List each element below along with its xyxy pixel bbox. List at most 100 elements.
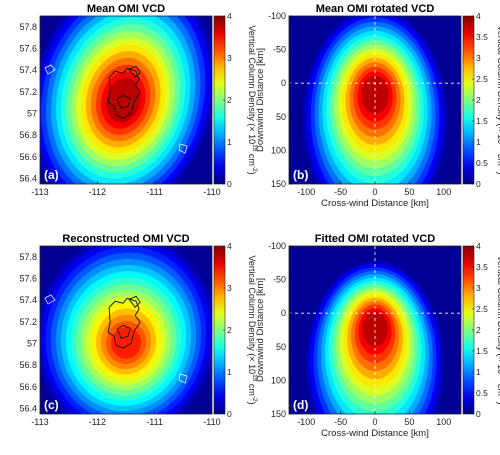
x-tick-label: -100 [297,417,315,427]
vcd-field [40,16,212,184]
colorbar-tick-label: 0.5 [476,158,488,168]
facility-outlines [107,65,141,119]
chart-panel-d: Fitted OMI rotated VCD(d)-100 -50 0 50 100-1… [255,233,500,439]
lake-outline [44,64,56,75]
y-tick-label: 150 [271,179,286,189]
chart-panel-c: Reconstructed OMI VCD (c) -113 -112 -111 -110… [19,233,258,427]
colorbar-tick-label: 2.5 [476,304,488,314]
y-tick-label: 57 [27,339,37,349]
x-tick-label: 50 [404,417,414,427]
x-tick-label: -111 [146,187,163,197]
chart-title: Reconstructed OMI VCD [62,233,189,245]
y-axis-label: Downwind Distance [km] [255,48,266,152]
mine-outline [116,94,131,109]
colorbar-label: Vertical Column Density (× 1015 cm-2) [247,255,258,404]
colorbar-tick-label: 2 [476,325,481,335]
panel-label: (a) [44,168,59,182]
colorbar-label: Vertical Column Density (× 1015 cm-2) [496,255,500,404]
x-tick-label: 0 [372,187,377,197]
colorbar-tick-label: 3 [227,53,232,63]
x-axis-label: Cross-wind Distance [km] [321,198,429,209]
chart-panel-a: Mean OMI VCD (a) -113 -112 -111 -110 56.4 56.6 5… [19,3,258,197]
colorbar-tick-label: 3 [227,283,232,293]
vcd-field [40,246,212,414]
x-tick-label: 50 [404,187,414,197]
colorbar-tick-label: 3.5 [476,32,488,42]
mine-outline [107,297,141,349]
y-tick-label: 56.4 [19,174,37,184]
colorbar-tick-label: 3.5 [476,262,488,272]
chart-title: Mean OMI rotated VCD [316,3,435,15]
colorbar-tick-label: 4 [227,241,232,251]
contour-level [362,311,388,347]
chart-title: Mean OMI VCD [87,3,165,15]
chart-title: Fitted OMI rotated VCD [315,233,435,245]
colorbar-tick-label: 0 [227,409,232,419]
y-tick-label: 57.8 [19,22,37,32]
lake-outline [44,294,56,305]
y-tick-label: 100 [271,375,286,385]
colorbar-tick-label: 4 [476,11,481,21]
y-tick-label: 56.8 [19,360,37,370]
mine-outline [107,67,141,119]
colorbar-tick-label: 1.5 [476,346,488,356]
lake-outlines [44,64,188,154]
colorbar-tick-label: 4 [476,241,481,251]
y-tick-label: 57.8 [19,252,37,262]
y-tick-label: 50 [276,112,286,122]
y-tick-label: 57.2 [19,317,37,327]
x-tick-label: -100 [297,187,315,197]
y-tick-label: 57.2 [19,87,37,97]
x-tick-label: -110 [203,187,220,197]
colorbar: 0 0.5 1 1.5 2 2.5 3 3.5 4 Vertical Column Density… [462,11,500,189]
y-tick-label: 0 [281,308,286,318]
colorbar-tick-label: 0 [476,409,481,419]
y-tick-label: 57 [27,109,37,119]
colorbar: 0 0.5 1 1.5 2 2.5 3 3.5 4 Vertical Column Density… [462,241,500,419]
panel-label: (c) [44,398,59,412]
x-tick-label: 0 [372,417,377,427]
x-tick-label: -113 [31,417,48,427]
mine-outline [116,324,131,339]
mine-outline [128,295,141,308]
colorbar-label: Vertical Column Density (× 1015 cm-2) [496,25,500,174]
x-tick-label: 100 [436,417,451,427]
lake-outline [178,143,188,154]
panel-label: (b) [293,168,308,182]
colorbar: 0 1 2 3 4 Vertical Column Density (× 1015 cm-… [213,241,258,419]
colorbar-label: Vertical Column Density (× 1015 cm-2) [247,25,258,174]
x-tick-label: -50 [334,417,347,427]
y-tick-label: -50 [273,275,286,285]
x-axis-label: Cross-wind Distance [km] [321,428,429,439]
x-tick-label: -113 [31,187,48,197]
colorbar-tick-label: 2 [476,95,481,105]
lake-outlines [44,294,188,384]
colorbar-tick-label: 2 [227,95,232,105]
y-tick-label: 57.4 [19,65,37,75]
y-tick-label: 57.6 [19,44,37,54]
y-tick-label: 56.8 [19,130,37,140]
y-tick-label: 57.6 [19,274,37,284]
facility-outlines [107,295,141,349]
plot-frame [39,245,213,415]
panel-label: (d) [293,398,308,412]
colorbar-tick-label: 1 [476,137,481,147]
colorbar-tick-label: 1.5 [476,116,488,126]
crosshair [289,246,461,414]
y-tick-label: 57.4 [19,295,37,305]
x-tick-label: 100 [436,187,451,197]
colorbar-tick-label: 0 [476,179,481,189]
y-axis-label: Downwind Distance [km] [255,278,266,382]
x-tick-label: -112 [89,417,106,427]
colorbar-tick-label: 1 [476,367,481,377]
colorbar-tick-label: 3 [476,53,481,63]
colorbar: 0 1 2 3 4 Vertical Column Density (× 1015 cm-… [213,11,258,189]
y-tick-label: 56.6 [19,152,37,162]
mine-outline [128,65,141,78]
colorbar-tick-label: 0 [227,179,232,189]
x-tick-label: -50 [334,187,347,197]
colorbar-tick-label: 4 [227,11,232,21]
y-tick-label: 150 [271,409,286,419]
y-tick-label: 100 [271,145,286,155]
